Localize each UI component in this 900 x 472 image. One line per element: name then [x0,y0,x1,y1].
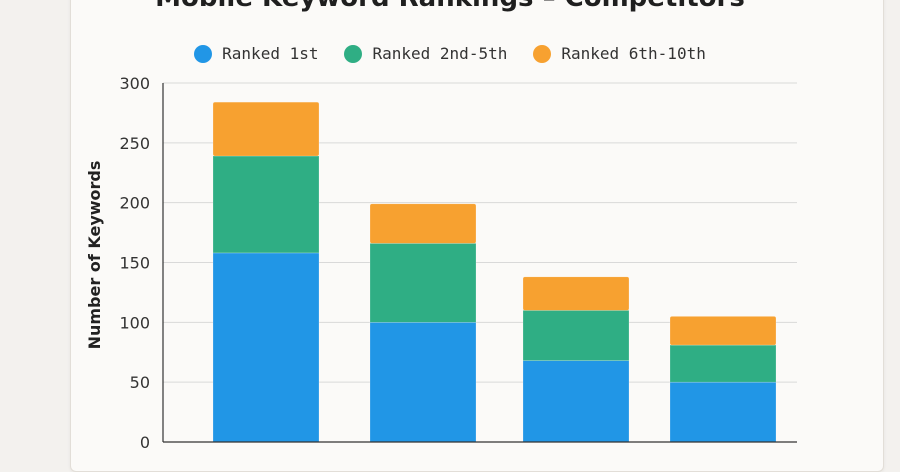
chart-legend: Ranked 1st Ranked 2nd-5th Ranked 6th-10t… [0,44,900,63]
bar-segment-ranked-1st[interactable] [212,252,320,443]
bar-segment-ranked-2nd-5th[interactable] [369,243,477,323]
y-tick-label: 250 [119,134,150,153]
y-tick-label: 200 [119,194,150,213]
bar-segment-ranked-6th-10th[interactable] [212,101,320,157]
legend-swatch-ranked-2nd-5th [344,44,363,63]
legend-swatch-ranked-1st [194,44,213,63]
y-tick-label: 50 [130,373,150,392]
legend-item-ranked-1st[interactable]: Ranked 1st [194,44,318,63]
legend-item-ranked-6th-10th[interactable]: Ranked 6th-10th [533,44,706,63]
bar-segment-ranked-1st[interactable] [669,381,777,443]
bar-segment-ranked-2nd-5th[interactable] [212,155,320,254]
y-axis-label: Number of Keywords [85,161,104,350]
bar-segment-ranked-1st[interactable] [522,360,630,443]
legend-label-ranked-1st: Ranked 1st [222,44,319,63]
chart-title: Mobile Keyword Rankings – Competitors [0,0,900,13]
y-tick-label: 100 [119,313,150,332]
legend-swatch-ranked-6th-10th [533,44,552,63]
bar-segment-ranked-6th-10th[interactable] [369,203,477,244]
y-tick-label: 0 [140,433,150,450]
y-tick-label: 150 [119,254,150,273]
legend-label-ranked-2nd-5th: Ranked 2nd-5th [372,44,508,63]
bar-segment-ranked-6th-10th[interactable] [669,316,777,346]
legend-label-ranked-6th-10th: Ranked 6th-10th [561,44,706,63]
axes: 0 50 100 150 200 250 300 [119,74,797,450]
bar-segment-ranked-6th-10th[interactable] [522,276,630,311]
legend-item-ranked-2nd-5th[interactable]: Ranked 2nd-5th [344,44,507,63]
bar-segment-ranked-2nd-5th[interactable] [522,310,630,361]
bar-segment-ranked-2nd-5th[interactable] [669,344,777,383]
bar-segment-ranked-1st[interactable] [369,322,477,443]
y-tick-label: 300 [119,74,150,93]
stacked-bar-chart: 0 50 100 150 200 250 300 Number of Keywords [85,74,797,450]
bars [212,101,777,443]
